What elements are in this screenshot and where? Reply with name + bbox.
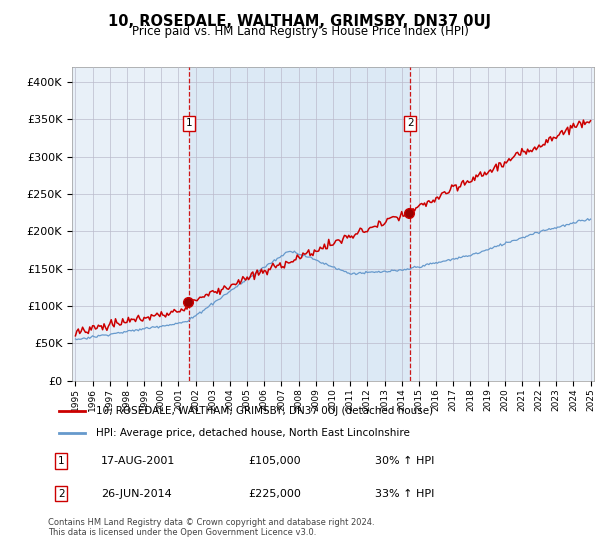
Text: 2: 2 — [407, 118, 413, 128]
Bar — [189, 67, 410, 381]
Text: Contains HM Land Registry data © Crown copyright and database right 2024.
This d: Contains HM Land Registry data © Crown c… — [48, 518, 374, 538]
Text: 10, ROSEDALE, WALTHAM, GRIMSBY, DN37 0UJ: 10, ROSEDALE, WALTHAM, GRIMSBY, DN37 0UJ — [109, 14, 491, 29]
Text: HPI: Average price, detached house, North East Lincolnshire: HPI: Average price, detached house, Nort… — [95, 428, 409, 438]
Text: £225,000: £225,000 — [248, 489, 302, 499]
Text: 2: 2 — [58, 489, 65, 499]
Text: 33% ↑ HPI: 33% ↑ HPI — [376, 489, 435, 499]
Text: £105,000: £105,000 — [248, 456, 301, 466]
Text: Price paid vs. HM Land Registry's House Price Index (HPI): Price paid vs. HM Land Registry's House … — [131, 25, 469, 38]
Text: 17-AUG-2001: 17-AUG-2001 — [101, 456, 175, 466]
Text: 10, ROSEDALE, WALTHAM, GRIMSBY, DN37 0UJ (detached house): 10, ROSEDALE, WALTHAM, GRIMSBY, DN37 0UJ… — [95, 406, 433, 416]
Text: 30% ↑ HPI: 30% ↑ HPI — [376, 456, 435, 466]
Text: 26-JUN-2014: 26-JUN-2014 — [101, 489, 172, 499]
Text: 1: 1 — [58, 456, 65, 466]
Text: 1: 1 — [186, 118, 193, 128]
